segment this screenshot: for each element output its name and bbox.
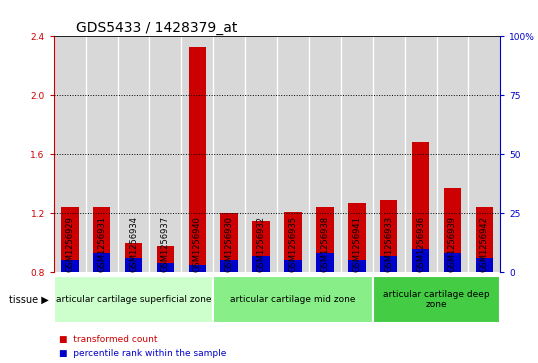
Bar — [341, 36, 373, 272]
Bar — [93, 253, 110, 272]
Text: ■  transformed count: ■ transformed count — [59, 335, 158, 344]
Text: GSM1256933: GSM1256933 — [384, 215, 393, 272]
Text: GSM1256934: GSM1256934 — [129, 216, 138, 272]
Bar — [309, 36, 341, 272]
Bar — [444, 253, 461, 272]
Bar — [54, 36, 86, 272]
Text: GSM1256931: GSM1256931 — [97, 216, 106, 272]
Bar — [245, 36, 277, 272]
Bar — [348, 261, 366, 272]
Bar — [181, 36, 213, 272]
Text: GSM1256935: GSM1256935 — [288, 216, 298, 272]
Text: GSM1256937: GSM1256937 — [161, 215, 170, 272]
Text: tissue ▶: tissue ▶ — [9, 294, 48, 305]
Bar — [213, 36, 245, 272]
Bar — [61, 261, 79, 272]
Text: GSM1256929: GSM1256929 — [65, 216, 74, 272]
Text: ■  percentile rank within the sample: ■ percentile rank within the sample — [59, 350, 226, 358]
Text: GDS5433 / 1428379_at: GDS5433 / 1428379_at — [76, 21, 237, 35]
Bar — [213, 276, 373, 323]
Bar — [188, 46, 206, 272]
Bar — [412, 249, 429, 272]
Text: GSM1256932: GSM1256932 — [257, 216, 266, 272]
Bar — [316, 253, 334, 272]
Text: articular cartilage deep
zone: articular cartilage deep zone — [383, 290, 490, 309]
Text: GSM1256936: GSM1256936 — [416, 215, 425, 272]
Bar — [476, 258, 493, 272]
Text: GSM1256940: GSM1256940 — [193, 216, 202, 272]
Bar — [157, 263, 174, 272]
Bar — [61, 207, 79, 272]
Text: GSM1256942: GSM1256942 — [480, 216, 489, 272]
Bar — [93, 207, 110, 272]
Bar — [373, 276, 500, 323]
Bar — [86, 36, 118, 272]
Bar — [221, 213, 238, 272]
Bar — [380, 256, 398, 272]
Bar — [252, 256, 270, 272]
Bar — [444, 188, 461, 272]
Bar — [284, 261, 302, 272]
Text: GSM1256930: GSM1256930 — [225, 216, 233, 272]
Text: articular cartilage mid zone: articular cartilage mid zone — [230, 295, 356, 304]
Bar — [469, 36, 500, 272]
Text: GSM1256941: GSM1256941 — [352, 216, 362, 272]
Bar — [188, 265, 206, 272]
Bar — [380, 200, 398, 272]
Bar — [476, 207, 493, 272]
Bar — [405, 36, 436, 272]
Bar — [125, 258, 143, 272]
Bar — [125, 243, 143, 272]
Bar — [150, 36, 181, 272]
Bar — [284, 212, 302, 272]
Bar — [412, 143, 429, 272]
Bar — [252, 221, 270, 272]
Bar — [118, 36, 150, 272]
Text: GSM1256938: GSM1256938 — [321, 215, 329, 272]
Bar — [436, 36, 469, 272]
Bar — [277, 36, 309, 272]
Bar — [316, 207, 334, 272]
Bar — [54, 276, 213, 323]
Bar — [221, 261, 238, 272]
Text: GSM1256939: GSM1256939 — [448, 216, 457, 272]
Bar — [348, 203, 366, 272]
Bar — [373, 36, 405, 272]
Text: articular cartilage superficial zone: articular cartilage superficial zone — [56, 295, 211, 304]
Bar — [157, 246, 174, 272]
